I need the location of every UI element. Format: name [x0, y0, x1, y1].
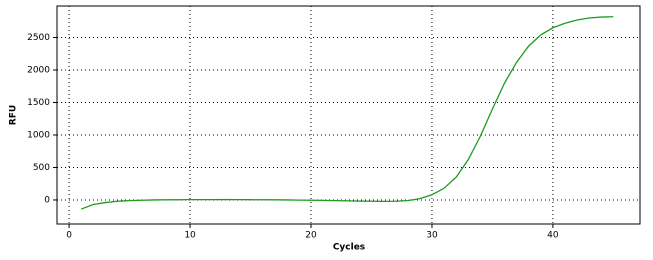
y-axis-label: RFU: [9, 105, 19, 125]
x-tick-label: 20: [305, 231, 317, 241]
x-tick-label: 0: [66, 231, 72, 241]
data-line: [80, 16, 614, 210]
y-tick-label: 2500: [27, 33, 50, 43]
plot-area: [56, 5, 641, 225]
y-tick-label: 1000: [27, 130, 50, 140]
x-tick-label: 40: [547, 231, 559, 241]
x-tick-label: 30: [426, 231, 438, 241]
y-tick-label: 500: [33, 163, 50, 173]
x-axis-label: Cycles: [333, 243, 365, 253]
y-tick-label: 2000: [27, 66, 50, 76]
x-tick-label: 10: [184, 231, 196, 241]
y-tick-label: 1500: [27, 98, 50, 108]
y-tick-label: 0: [44, 195, 50, 205]
